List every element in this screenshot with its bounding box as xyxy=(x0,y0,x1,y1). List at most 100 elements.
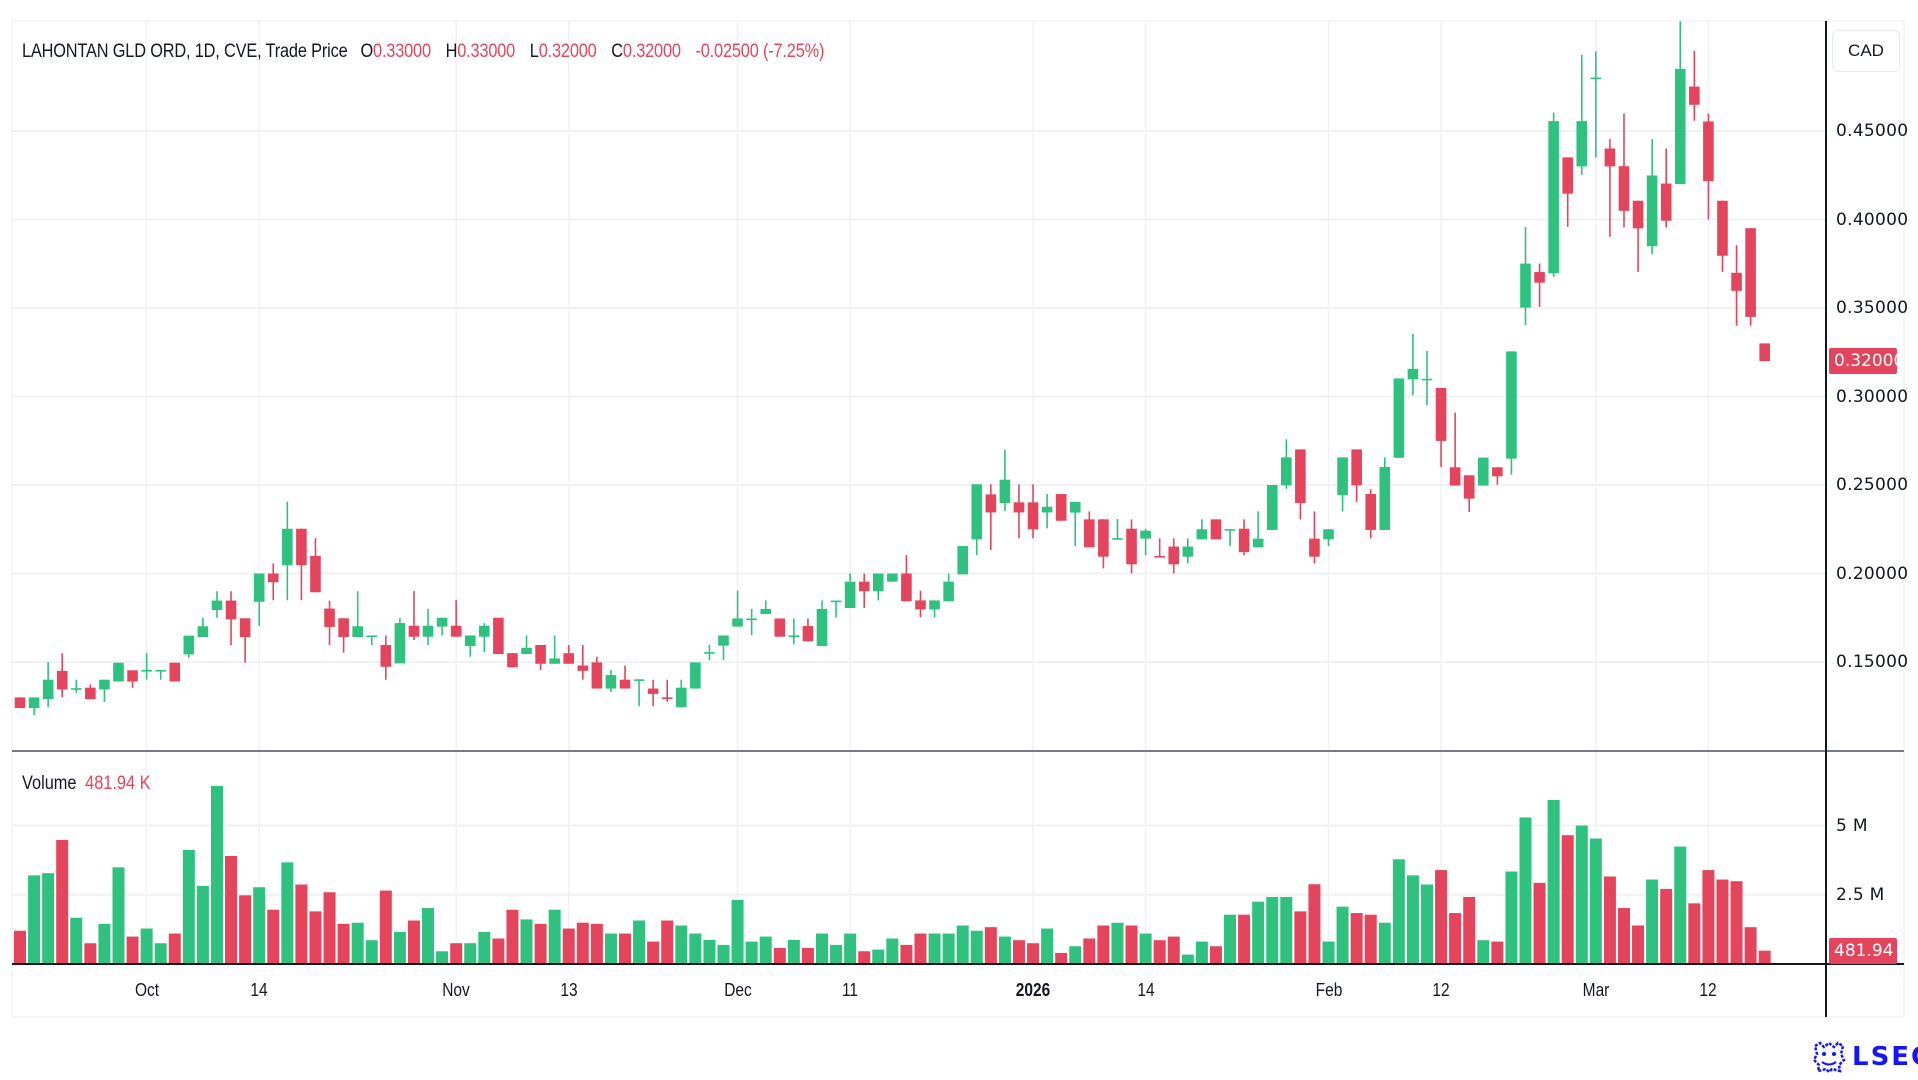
volume-bar xyxy=(1252,901,1265,964)
candle xyxy=(1689,50,1700,121)
low-label: L xyxy=(529,41,539,62)
volume-bar xyxy=(633,920,646,964)
time-tick-label: 14 xyxy=(250,980,268,1000)
volume-bar xyxy=(844,933,857,964)
candle xyxy=(324,600,335,646)
candle-body xyxy=(141,669,152,672)
volume-bar xyxy=(225,855,238,964)
candle xyxy=(394,618,406,664)
candle-body xyxy=(436,617,448,627)
candle-body xyxy=(14,697,26,709)
candle-body xyxy=(225,600,237,620)
volume-label: Volume xyxy=(22,773,77,794)
volume-bar xyxy=(1660,888,1673,964)
volume-bar xyxy=(42,873,55,964)
volume-bar xyxy=(168,933,181,964)
volume-bar xyxy=(393,931,406,964)
candle-body xyxy=(1041,506,1053,513)
candle xyxy=(633,679,645,707)
volume-bar xyxy=(576,922,589,964)
volume-bar xyxy=(1646,879,1659,964)
candle-body xyxy=(1365,494,1377,530)
candle xyxy=(999,449,1011,512)
candle-body xyxy=(619,679,631,689)
candles xyxy=(14,21,1770,716)
volume-bar xyxy=(126,936,139,964)
candle-body xyxy=(197,626,209,638)
volume-bar xyxy=(1308,884,1321,964)
volume-bar xyxy=(1561,835,1574,964)
volume-bar xyxy=(478,931,491,964)
candle xyxy=(774,618,786,637)
volume-bar xyxy=(1547,800,1560,964)
candle xyxy=(380,635,392,680)
candle-body xyxy=(605,675,617,689)
time-tick-label: 13 xyxy=(560,980,578,1000)
candle xyxy=(619,665,631,689)
volume-tick-label: 5 M xyxy=(1836,815,1868,836)
volume-bar xyxy=(98,923,111,964)
candle xyxy=(1041,494,1053,529)
currency-button[interactable]: CAD xyxy=(1832,30,1900,72)
volume-bar xyxy=(1364,914,1377,964)
candle xyxy=(408,591,420,641)
candle xyxy=(352,591,363,638)
candle-body xyxy=(296,528,307,566)
price-tick-label: 0.35000 xyxy=(1836,298,1909,318)
candle-body xyxy=(183,635,195,655)
volume-bar xyxy=(534,923,547,964)
candle-body xyxy=(704,652,715,654)
volume-bar xyxy=(253,887,266,964)
price-tick-label: 0.30000 xyxy=(1836,386,1909,407)
candle xyxy=(211,591,223,618)
volume-bar xyxy=(1322,941,1335,964)
candle-body xyxy=(1759,343,1770,362)
candle xyxy=(1632,200,1644,272)
candle xyxy=(14,697,26,709)
volume-bar xyxy=(1463,896,1476,964)
candle-body xyxy=(1309,538,1320,557)
candle-body xyxy=(1534,272,1545,283)
volume-bar xyxy=(1083,938,1096,964)
candle xyxy=(1281,439,1292,489)
volume-bar xyxy=(520,919,533,964)
volume-bar xyxy=(872,949,885,964)
volume-bar xyxy=(1209,946,1222,964)
candle xyxy=(1407,333,1419,396)
candle xyxy=(872,573,884,601)
candle xyxy=(802,618,814,642)
volume-bar xyxy=(464,943,477,964)
volume-bar xyxy=(1350,913,1363,964)
candle-body xyxy=(493,617,504,655)
volume-bar xyxy=(1730,881,1743,964)
candle-body xyxy=(943,581,954,602)
candle-body xyxy=(1703,121,1714,182)
candle-body xyxy=(1407,368,1419,380)
candle xyxy=(1731,245,1742,326)
candle-body xyxy=(42,679,54,700)
open-label: O xyxy=(360,41,374,62)
candle xyxy=(1365,489,1377,539)
change-value: -0.02500 (-7.25%) xyxy=(695,41,825,62)
volume-bar xyxy=(1491,941,1504,964)
candle xyxy=(1449,412,1461,486)
volume-value: 481.94 K xyxy=(85,773,151,794)
candle xyxy=(28,697,40,716)
volume-bar xyxy=(548,909,561,964)
volume-bar xyxy=(1632,925,1645,964)
price-tick-label: 0.45000 xyxy=(1836,121,1909,141)
candle-body xyxy=(1252,538,1264,548)
candle-body xyxy=(1281,457,1292,486)
symbol-title: LAHONTAN GLD ORD, 1D, CVE, Trade Price xyxy=(22,41,348,62)
candle xyxy=(169,662,181,682)
candle-body xyxy=(1154,555,1165,558)
candle-body xyxy=(1238,528,1250,553)
candle-body xyxy=(633,679,645,681)
volume-bar xyxy=(1378,922,1391,964)
candle-body xyxy=(1689,86,1700,105)
candle xyxy=(267,563,279,601)
volume-bar xyxy=(1519,817,1532,964)
candle-body xyxy=(577,665,589,671)
candle xyxy=(1210,519,1222,540)
